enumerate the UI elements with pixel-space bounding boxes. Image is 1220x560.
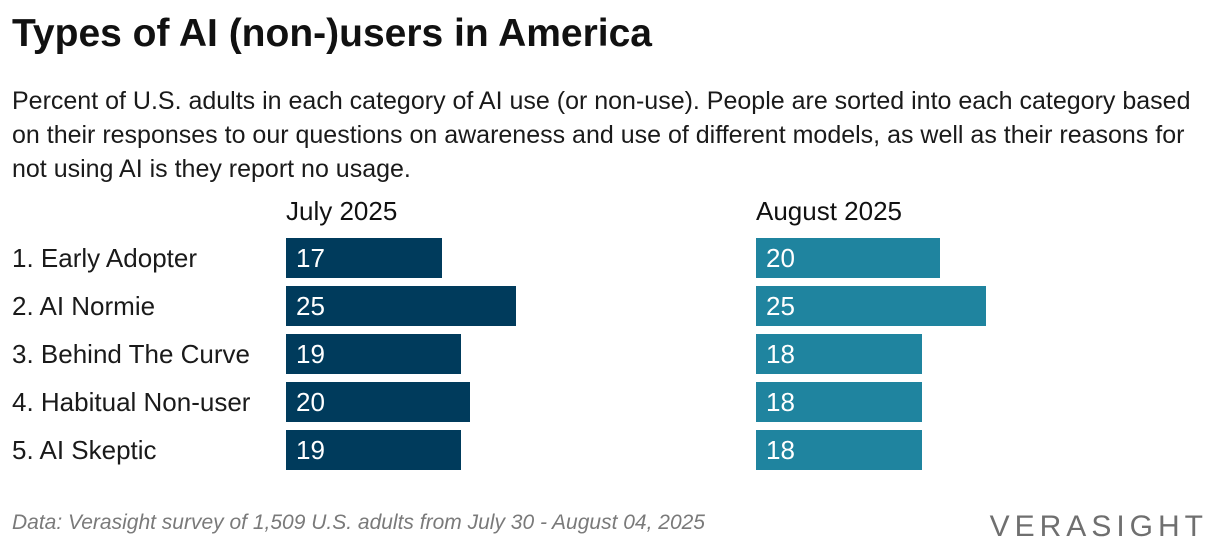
category-label: 2. AI Normie [12, 291, 156, 321]
chart-subtitle: Percent of U.S. adults in each category … [12, 87, 1191, 183]
bar-august: 25 [756, 286, 986, 326]
bar-august: 18 [756, 430, 922, 470]
column-header-july: July 2025 [286, 196, 398, 226]
bar-value-label: 18 [766, 435, 795, 465]
bar-value-label: 20 [766, 243, 795, 273]
bar-august: 18 [756, 382, 922, 422]
category-label: 5. AI Skeptic [12, 435, 157, 465]
bar-value-label: 17 [296, 243, 325, 273]
bar-value-label: 25 [296, 291, 325, 321]
category-label: 3. Behind The Curve [12, 339, 250, 369]
bar-july: 20 [286, 382, 470, 422]
bar-august: 20 [756, 238, 940, 278]
verasight-logo: VERASIGHT [989, 510, 1208, 543]
bar-july: 25 [286, 286, 516, 326]
bar-august: 18 [756, 334, 922, 374]
bar-july: 19 [286, 334, 461, 374]
category-label: 4. Habitual Non-user [12, 387, 251, 417]
data-source-note: Data: Verasight survey of 1,509 U.S. adu… [12, 511, 705, 534]
category-label: 1. Early Adopter [12, 243, 197, 273]
bar-value-label: 18 [766, 387, 795, 417]
bar-july: 19 [286, 430, 461, 470]
bar-value-label: 20 [296, 387, 325, 417]
bar-value-label: 19 [296, 435, 325, 465]
chart-title: Types of AI (non-)users in America [12, 12, 652, 55]
bar-july: 17 [286, 238, 442, 278]
bar-value-label: 18 [766, 339, 795, 369]
bar-value-label: 19 [296, 339, 325, 369]
bar-value-label: 25 [766, 291, 795, 321]
column-header-august: August 2025 [756, 196, 903, 226]
